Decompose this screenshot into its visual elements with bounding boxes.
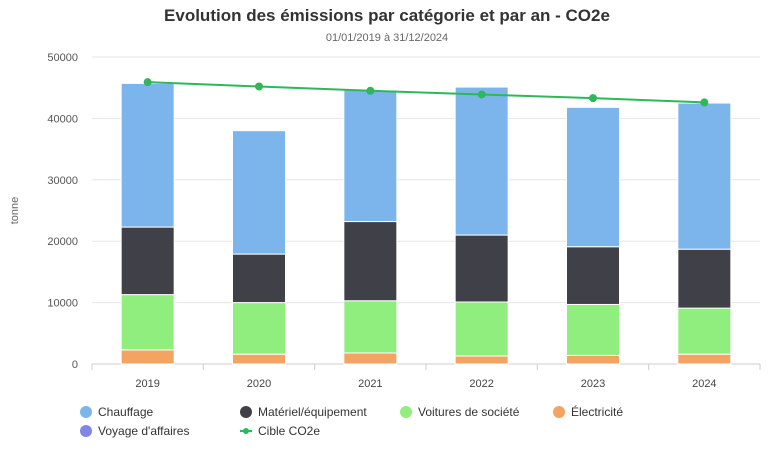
bar-segment bbox=[677, 353, 732, 365]
bar-segment bbox=[677, 307, 732, 355]
legend-line-swatch bbox=[240, 425, 252, 437]
legend-swatch bbox=[553, 406, 565, 418]
legend-label: Voyage d'affaires bbox=[98, 424, 190, 438]
target-point bbox=[477, 90, 486, 99]
target-point bbox=[589, 94, 597, 103]
legend-label: Matériel/équipement bbox=[258, 405, 367, 419]
bar-segment bbox=[120, 294, 175, 351]
bar-segment bbox=[566, 354, 620, 365]
bar-segment bbox=[232, 130, 286, 255]
y-tick-label: 30000 bbox=[47, 175, 78, 187]
bar-segment bbox=[232, 353, 286, 365]
chart-plot: 0 10000 20000 30000 40000 50000 tonne 2019 2020 2… bbox=[9, 52, 761, 390]
y-tick-label: 40000 bbox=[47, 113, 78, 125]
legend-item-cible[interactable]: Cible CO2e bbox=[240, 424, 320, 438]
bar-segment bbox=[677, 102, 732, 250]
legend-item-electricite[interactable]: Électricité bbox=[553, 405, 623, 419]
target-point bbox=[143, 78, 152, 87]
bar-segment bbox=[120, 226, 175, 296]
target-line bbox=[147, 81, 705, 104]
y-tick-label: 50000 bbox=[47, 52, 78, 64]
legend-swatch bbox=[400, 406, 412, 418]
bar-segment bbox=[454, 234, 509, 303]
bar-segment bbox=[343, 89, 398, 223]
x-tick-label: 2022 bbox=[469, 378, 493, 390]
y-tick-label: 20000 bbox=[47, 236, 78, 248]
bar-segment bbox=[454, 355, 509, 365]
bar-segment bbox=[343, 352, 398, 365]
legend-label: Voitures de société bbox=[418, 405, 520, 419]
y-axis-title: tonne bbox=[9, 197, 21, 225]
x-tick-label: 2021 bbox=[358, 378, 382, 390]
bar-segment bbox=[232, 253, 286, 304]
legend-item-chauffage[interactable]: Chauffage bbox=[80, 405, 153, 419]
legend-swatch bbox=[80, 425, 92, 437]
target-point bbox=[255, 82, 263, 91]
bar-segment bbox=[454, 86, 509, 236]
bar-segment bbox=[454, 301, 509, 357]
y-tick-label: 0 bbox=[72, 359, 78, 371]
target-point bbox=[700, 98, 709, 107]
x-tick-label: 2024 bbox=[692, 378, 716, 390]
x-tick-label: 2019 bbox=[135, 378, 159, 390]
legend-swatch bbox=[80, 406, 92, 418]
bar-segment bbox=[566, 246, 620, 305]
legend-swatch bbox=[240, 406, 252, 418]
legend-label: Chauffage bbox=[98, 405, 154, 419]
bar-segment bbox=[566, 106, 620, 248]
x-tick-label: 2020 bbox=[247, 378, 271, 390]
target-point bbox=[366, 86, 375, 95]
chart-title: Evolution des émissions par catégorie et… bbox=[164, 6, 610, 25]
chart-subtitle: 01/01/2019 à 31/12/2024 bbox=[325, 32, 449, 44]
legend-item-voitures[interactable]: Voitures de société bbox=[400, 405, 519, 419]
bar-segment bbox=[343, 300, 398, 354]
bar-segment bbox=[232, 302, 286, 355]
y-tick-label: 10000 bbox=[47, 298, 78, 310]
legend-item-voyage[interactable]: Voyage d'affaires bbox=[80, 424, 189, 438]
bar-segment bbox=[343, 221, 398, 302]
legend-label: Électricité bbox=[571, 405, 624, 419]
bar-segment bbox=[566, 303, 620, 356]
x-tick-label: 2023 bbox=[581, 378, 605, 390]
bar-segment bbox=[677, 248, 732, 309]
legend-label: Cible CO2e bbox=[258, 424, 321, 438]
bar-segment bbox=[120, 349, 175, 365]
bar-segment bbox=[120, 82, 175, 228]
legend-item-materiel[interactable]: Matériel/équipement bbox=[240, 405, 367, 419]
